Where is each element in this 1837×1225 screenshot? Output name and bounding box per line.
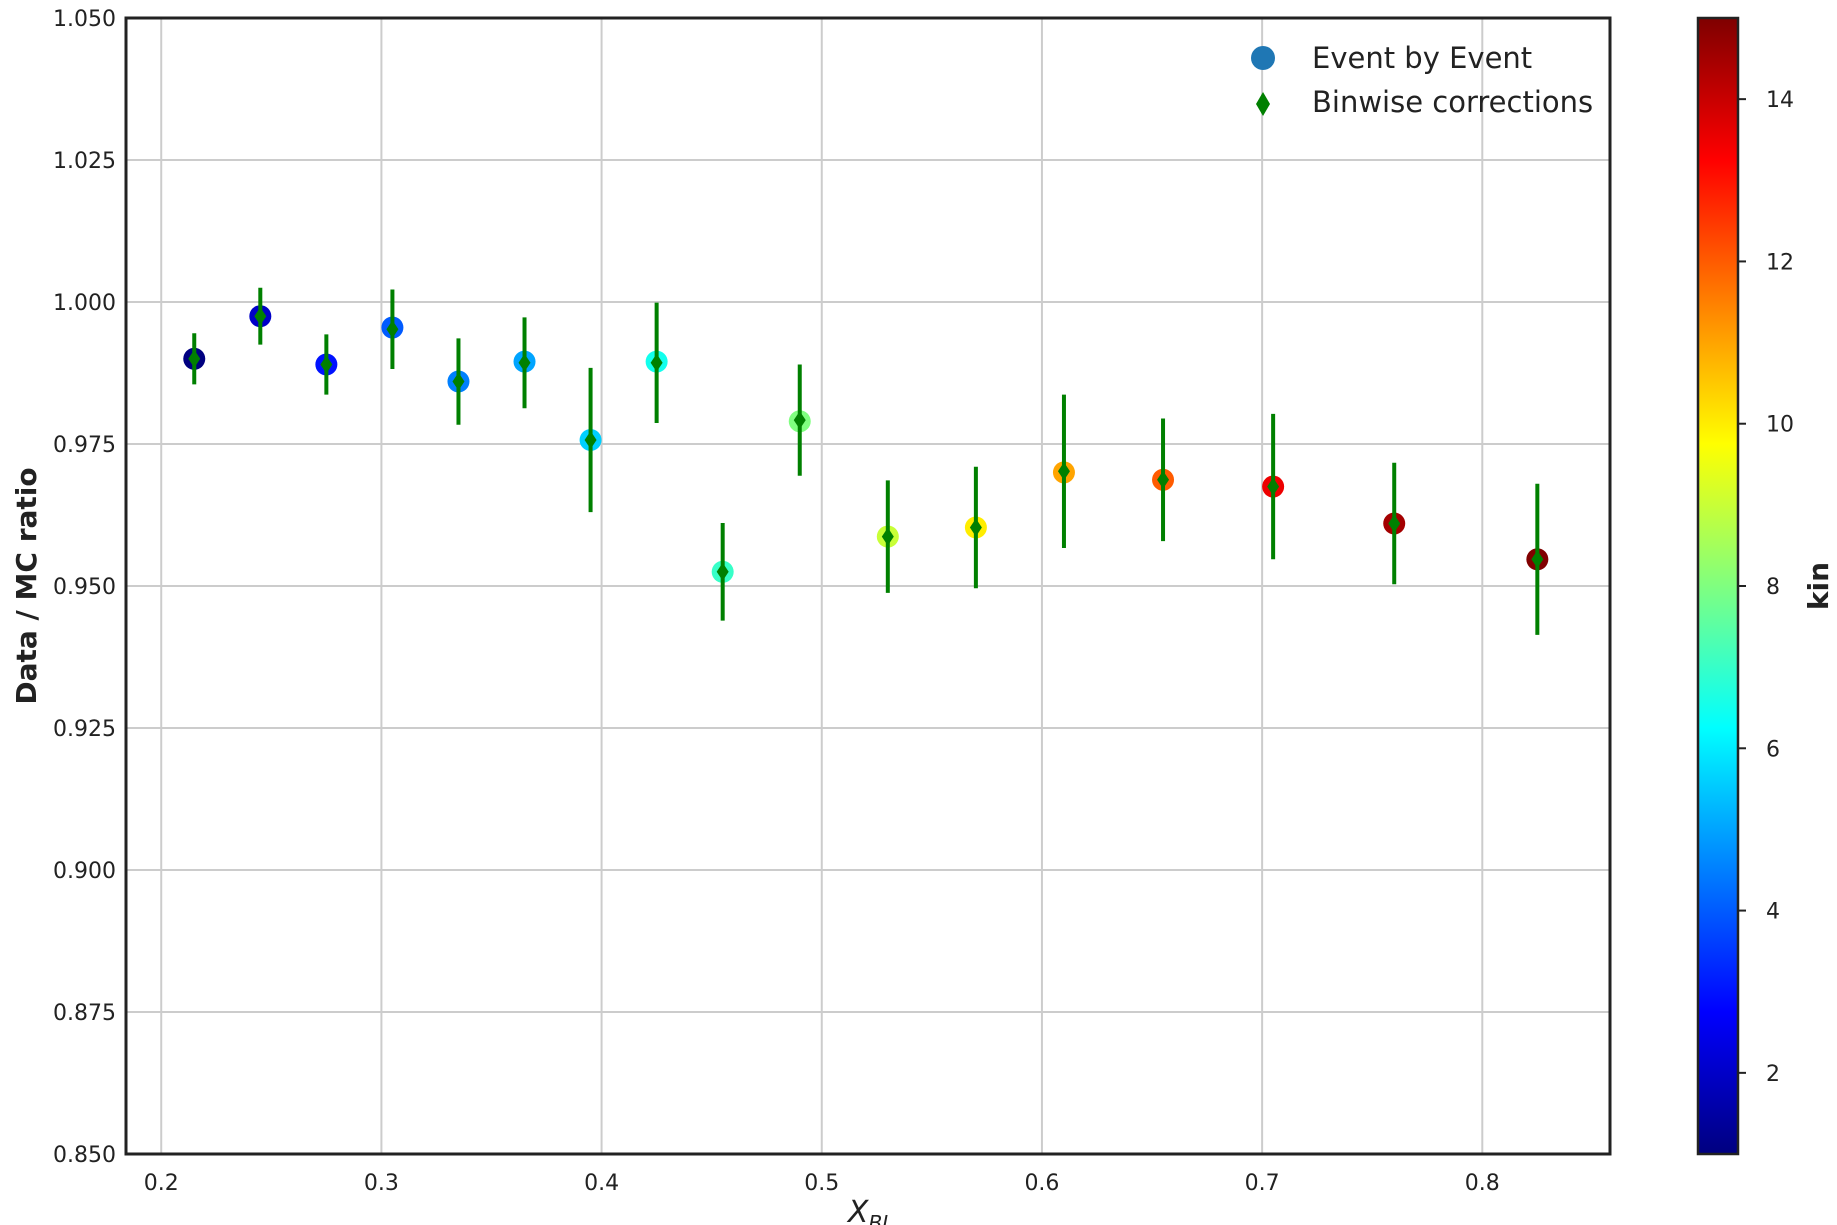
binwise-point (1157, 470, 1170, 489)
legend: Event by Event Binwise corrections (1251, 41, 1593, 119)
colorbar: 2 4 6 8 10 12 14 kin (1696, 16, 1835, 1156)
binwise-point (254, 307, 267, 326)
y-tick-label: 1.025 (53, 149, 116, 174)
x-axis-title-main: X (846, 1195, 870, 1225)
binwise-point (969, 518, 982, 537)
y-tick-label: 1.000 (53, 291, 116, 316)
colorbar-tick-label: 4 (1766, 900, 1780, 925)
y-axis-ticks: 0.850 0.875 0.900 0.925 0.950 0.975 1.000 1.025… (53, 7, 116, 1168)
binwise-point (452, 372, 465, 391)
binwise-point (1267, 477, 1280, 496)
y-tick-label: 0.875 (53, 1001, 116, 1026)
legend-label-event-by-event: Event by Event (1312, 41, 1532, 75)
binwise-point (793, 411, 806, 430)
binwise-point (716, 562, 729, 581)
x-tick-label: 0.6 (1024, 1171, 1059, 1196)
binwise-point (1057, 462, 1070, 481)
legend-marker-event-by-event (1251, 46, 1275, 70)
plot-marks (183, 287, 1549, 635)
x-axis-title: XBJ (846, 1195, 888, 1225)
colorbar-tick-label: 6 (1766, 737, 1780, 762)
x-tick-label: 0.2 (144, 1171, 179, 1196)
y-tick-label: 1.050 (53, 7, 116, 32)
x-tick-label: 0.4 (584, 1171, 619, 1196)
grid (126, 17, 1610, 1155)
y-tick-label: 0.850 (53, 1143, 116, 1168)
x-tick-label: 0.5 (804, 1171, 839, 1196)
colorbar-tick-label: 14 (1766, 88, 1794, 113)
x-tick-label: 0.7 (1245, 1171, 1280, 1196)
binwise-point (650, 353, 663, 372)
binwise-point (1531, 550, 1544, 569)
x-axis-ticks: 0.2 0.3 0.4 0.5 0.6 0.7 0.8 (144, 1171, 1500, 1196)
colorbar-tick-label: 2 (1766, 1062, 1780, 1087)
x-tick-label: 0.8 (1465, 1171, 1500, 1196)
plot-frame (124, 16, 1612, 1156)
x-axis-title-sub: BJ (868, 1211, 888, 1225)
colorbar-title: kin (1802, 562, 1835, 610)
binwise-point (320, 355, 333, 374)
legend-marker-binwise (1256, 92, 1270, 116)
binwise-point (518, 353, 531, 372)
colorbar-tick-label: 8 (1766, 575, 1780, 600)
colorbar-tick-label: 12 (1766, 250, 1794, 275)
colorbar-gradient (1696, 16, 1740, 1156)
binwise-point (386, 320, 399, 339)
y-axis-title: Data / MC ratio (10, 467, 43, 704)
x-tick-label: 0.3 (364, 1171, 399, 1196)
binwise-point (584, 431, 597, 450)
legend-label-binwise: Binwise corrections (1312, 85, 1593, 119)
binwise-point (1388, 514, 1401, 533)
y-tick-label: 0.900 (53, 859, 116, 884)
y-tick-label: 0.925 (53, 717, 116, 742)
colorbar-tick-label: 10 (1766, 413, 1794, 438)
binwise-point (188, 349, 201, 368)
binwise-point (881, 527, 894, 546)
y-tick-label: 0.950 (53, 575, 116, 600)
y-tick-label: 0.975 (53, 433, 116, 458)
colorbar-ticks: 2 4 6 8 10 12 14 (1738, 88, 1794, 1087)
